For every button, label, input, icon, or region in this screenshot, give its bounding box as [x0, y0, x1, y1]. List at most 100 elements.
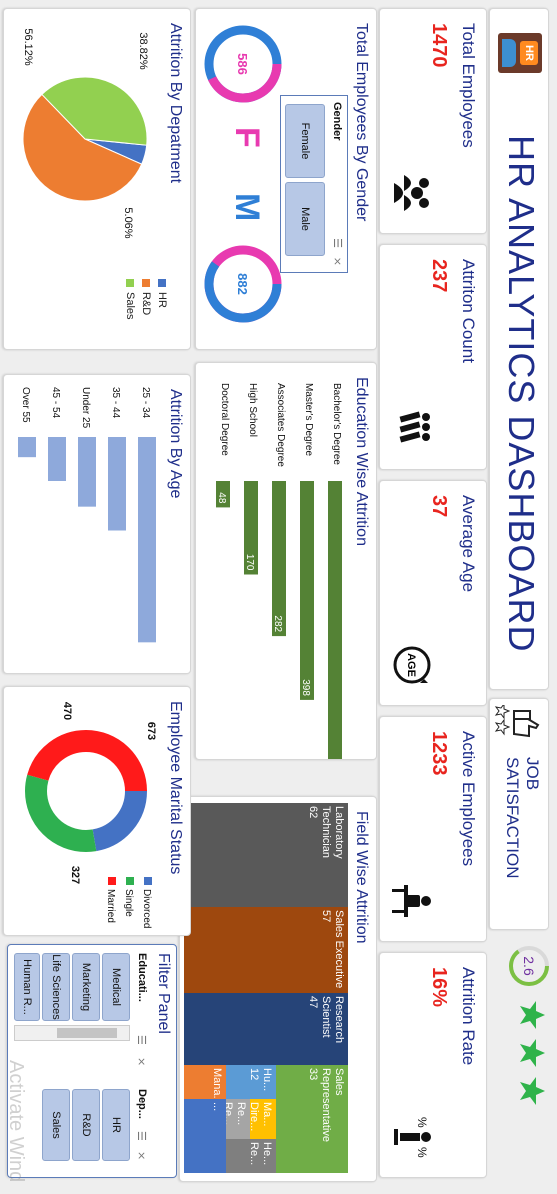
kpi-value: 1470: [428, 23, 450, 68]
age-tick-label: 25 - 34: [140, 387, 151, 419]
star-icon: [520, 1077, 545, 1105]
kpi-label: Attrition Rate: [459, 967, 478, 1066]
male-donut: 882: [204, 245, 282, 323]
clear-filter-icon[interactable]: ⨯: [135, 1151, 147, 1161]
education-data-label: 48: [216, 492, 227, 504]
department-slicer[interactable]: Dep... ☰ ⨯ HR R&D Sales: [14, 1085, 150, 1171]
female-count: 586: [235, 53, 250, 75]
education-slicer-title: Educati...: [136, 953, 148, 1002]
kpi-attrition-rate: Attrition Rate 16% %%: [379, 952, 487, 1178]
age-badge-text: AGE: [405, 653, 417, 677]
department-pie-chart: 5.06% 56.12% 38.82%: [22, 29, 149, 239]
multi-select-icon[interactable]: ☰: [135, 1131, 147, 1141]
kpi-label: Average Age: [459, 495, 478, 593]
field-card: Field Wise Attrition Laboratory Technici…: [179, 796, 377, 1182]
age-bar: [108, 437, 126, 531]
thumbs-up-icon: [513, 710, 540, 738]
slicer-option-hr[interactable]: HR: [102, 1089, 130, 1161]
job-satisfaction-gauge: 2.6: [507, 944, 551, 988]
donut-data-label: 470: [61, 702, 73, 720]
kpi-average-age: Average Age 37 AGE: [379, 480, 487, 706]
marital-donut-chart: 327 470 673 Divorced Single Married: [25, 702, 157, 928]
job-satisfaction-label: JOB SATISFACTION: [503, 757, 542, 879]
slicer-option-female[interactable]: Female: [285, 104, 325, 178]
slicer-scrollbar[interactable]: [14, 1025, 130, 1041]
female-donut: 586: [204, 25, 282, 103]
legend-swatch: [126, 877, 134, 885]
treemap-cell: Hu... 12: [226, 1065, 276, 1099]
education-bar: [244, 481, 258, 575]
education-slicer[interactable]: Educati... ☰ ⨯ Medical Marketing Life Sc…: [14, 949, 150, 1079]
kpi-value: 1233: [428, 731, 450, 776]
department-legend: HR R&D Sales: [122, 279, 170, 320]
legend-item: HR: [154, 279, 170, 320]
kpi-attrition-count: Attriton Count 237: [379, 244, 487, 470]
age-bar: [48, 437, 66, 481]
kpi-label: Total Employees: [459, 23, 478, 148]
legend-label: Divorced: [141, 889, 152, 928]
age-tick-label: 35 - 44: [110, 387, 121, 419]
header-card: HR HR ANALYTICS DASHBOARD: [489, 8, 549, 690]
multi-select-icon[interactable]: ☰: [135, 1035, 147, 1045]
job-satisfaction-value: 2.6: [521, 956, 537, 976]
pie-slice: [41, 76, 148, 146]
education-bar: [328, 481, 342, 759]
slicer-option-rd[interactable]: R&D: [72, 1089, 100, 1161]
star-outline-icon: [494, 705, 510, 736]
kpi-label: Attriton Count: [459, 259, 478, 363]
education-tick-label: Associates Degree: [275, 383, 286, 467]
age-tick-label: Over 55: [20, 387, 31, 423]
education-data-label: 282: [272, 615, 283, 632]
department-card: Attrition By Depatment 5.06% 56.12% 38.82%…: [3, 8, 191, 350]
education-bar: [300, 481, 314, 700]
education-bar: [216, 481, 230, 508]
job-satisfaction-card: JOB SATISFACTION: [489, 698, 549, 930]
filter-panel: Filter Panel Educati... ☰ ⨯ Medical Mark…: [7, 944, 177, 1178]
clear-filter-icon[interactable]: ⨯: [331, 256, 343, 266]
legend-item: R&D: [138, 279, 154, 320]
gender-card-title: Total Employees By Gender: [353, 23, 370, 222]
treemap-cell: ...: [184, 1099, 226, 1173]
kpi-value: 237: [428, 259, 450, 293]
age-tick-label: Under 25: [80, 387, 91, 429]
clear-filter-icon[interactable]: ⨯: [135, 1057, 147, 1067]
kpi-active-employees: Active Employees 1233: [379, 716, 487, 942]
slicer-option-life-sciences[interactable]: Life Sciences: [42, 953, 70, 1021]
job-satisfaction-stars: [517, 1000, 547, 1106]
slicer-option-sales[interactable]: Sales: [42, 1089, 70, 1161]
windows-activation-watermark: Activate Wind: [5, 1060, 27, 1183]
hr-logo: HR: [498, 33, 542, 73]
slicer-option-marketing[interactable]: Marketing: [72, 953, 100, 1021]
education-card: Education Wise Attrition Bachelor's Degr…: [195, 362, 377, 760]
department-card-title: Attrition By Depatment: [167, 23, 184, 184]
donut-data-label: 673: [145, 722, 157, 740]
male-count: 882: [235, 273, 250, 295]
pie-slice: [22, 93, 143, 202]
treemap-cell: Research Scientist 47: [184, 993, 348, 1065]
slicer-option-human-resources[interactable]: Human R...: [14, 953, 40, 1021]
female-letter: F: [228, 127, 266, 148]
age-bar-chart: 25 - 34 35 - 44 Under 25 45 - 54 Over 55: [18, 387, 156, 643]
legend-label: Married: [105, 889, 116, 923]
treemap-cell: Ma... Dire...10: [250, 1099, 276, 1139]
star-icon: [520, 1001, 545, 1029]
male-letter: M: [228, 193, 266, 222]
kpi-value: 16%: [428, 967, 450, 1008]
age-bar: [18, 437, 36, 458]
treemap-cell: Mana...: [184, 1065, 226, 1099]
filter-panel-title: Filter Panel: [155, 953, 172, 1034]
slicer-option-male[interactable]: Male: [285, 182, 325, 256]
marital-card: Employee Marital Status 327 470 673 Divorce…: [3, 686, 191, 936]
kpi-total-employees: Total Employees 1470: [379, 8, 487, 234]
age-bar: [138, 437, 156, 643]
gender-slicer[interactable]: Gender ☰ ⨯ Female Male: [280, 95, 348, 273]
employee-at-desk-icon: [392, 885, 431, 917]
treemap-cell: Laboratory Technician 62: [184, 803, 348, 907]
age-bar: [78, 437, 96, 507]
treemap-cell: He... Re...: [226, 1139, 276, 1173]
kpi-value: 37: [428, 495, 450, 518]
multi-select-icon[interactable]: ☰: [331, 238, 343, 248]
people-group-icon: [394, 175, 429, 211]
slicer-option-medical[interactable]: Medical: [102, 953, 130, 1021]
age-card: Attrition By Age 25 - 34 35 - 44 Under 25 4…: [3, 374, 191, 674]
